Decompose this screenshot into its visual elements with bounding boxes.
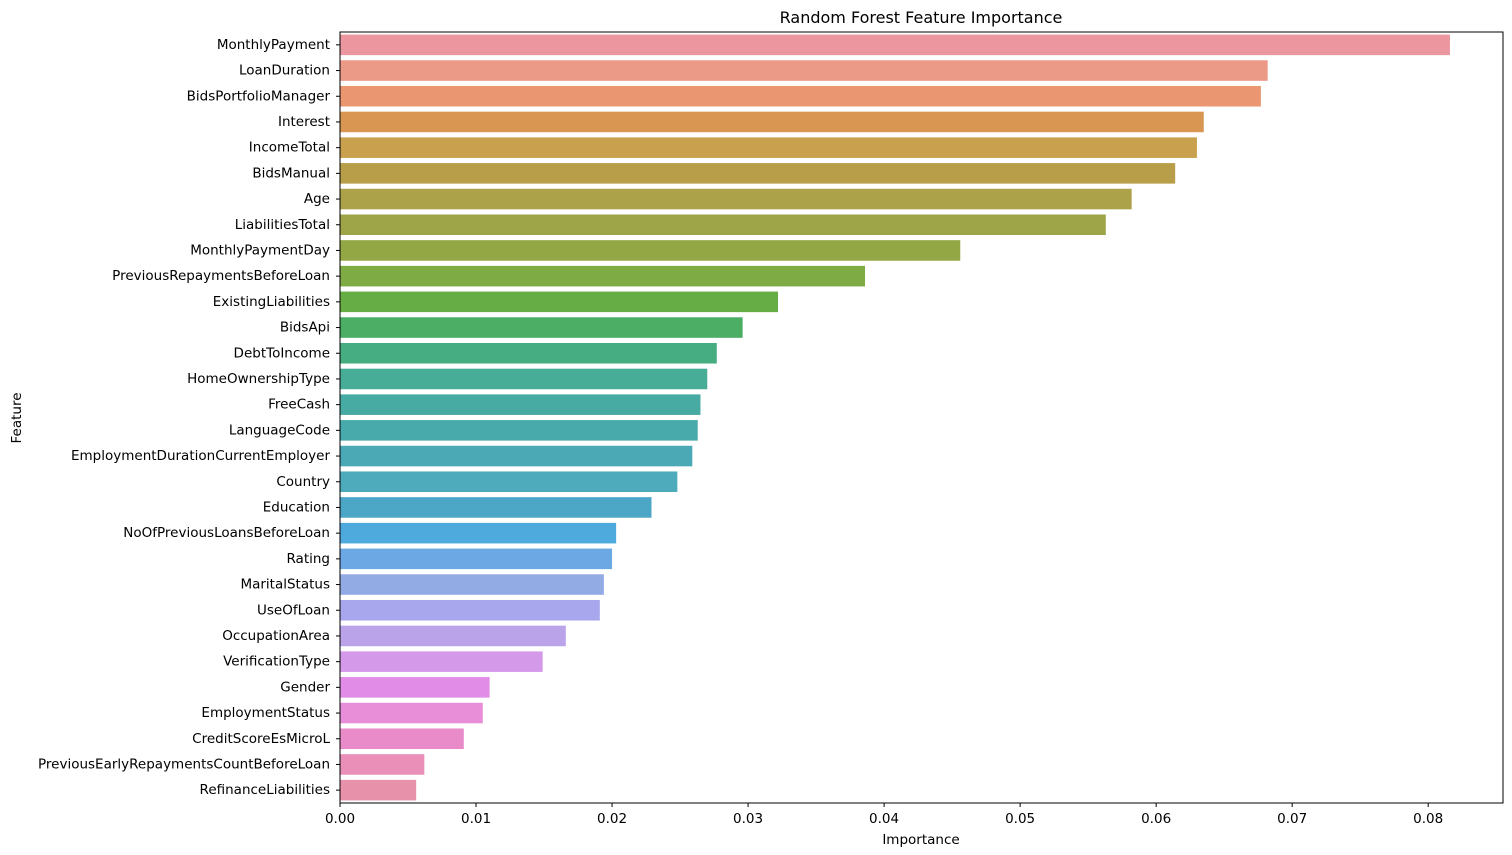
y-tick-label: PreviousEarlyRepaymentsCountBeforeLoan: [38, 756, 330, 772]
bar-PreviousEarlyRepaymentsCountBeforeLoan: [340, 754, 425, 775]
y-tick-label: BidsManual: [252, 165, 330, 181]
bar-IncomeTotal: [340, 137, 1197, 158]
x-tick-label: 0.04: [869, 811, 899, 827]
y-tick-label: LoanDuration: [239, 63, 330, 79]
y-tick-label: DebtToIncome: [234, 345, 330, 361]
bar-CreditScoreEsMicroL: [340, 728, 464, 750]
bar-EmploymentDurationCurrentEmployer: [340, 445, 693, 467]
bar-ExistingLiabilities: [340, 291, 778, 313]
x-axis-ticks: 0.00 0.01 0.02 0.03 0.04 0.05 0.06 0.07 0.08: [325, 803, 1443, 827]
y-tick-label: UseOfLoan: [257, 602, 330, 618]
bar-Education: [340, 497, 652, 518]
y-axis-label: Feature: [9, 392, 25, 443]
plot-frame: [339, 31, 1504, 804]
y-tick-label: FreeCash: [268, 397, 330, 413]
y-tick-label: IncomeTotal: [249, 140, 330, 156]
bar-Gender: [340, 677, 490, 698]
bar-Interest: [340, 111, 1204, 133]
bars-group: [340, 34, 1450, 801]
bar-BidsApi: [340, 317, 743, 338]
x-axis-label: Importance: [882, 832, 959, 848]
bar-Country: [340, 471, 678, 493]
y-tick-label: RefinanceLiabilities: [200, 782, 330, 798]
y-axis-ticks: MonthlyPayment LoanDuration BidsPortfolioM…: [38, 37, 340, 798]
y-tick-label: Rating: [286, 551, 330, 567]
x-tick-label: 0.02: [597, 811, 627, 827]
bar-MaritalStatus: [340, 574, 604, 595]
y-tick-label: BidsPortfolioManager: [187, 88, 331, 104]
y-tick-label: CreditScoreEsMicroL: [192, 731, 330, 747]
bar-EmploymentStatus: [340, 702, 483, 724]
bar-LanguageCode: [340, 420, 698, 441]
bar-OccupationArea: [340, 625, 566, 647]
y-tick-label: MonthlyPayment: [217, 37, 330, 53]
bar-LiabilitiesTotal: [340, 214, 1106, 236]
y-tick-label: Interest: [278, 114, 330, 130]
y-tick-label: Education: [263, 499, 330, 515]
y-tick-label: NoOfPreviousLoansBeforeLoan: [123, 525, 330, 541]
bar-BidsPortfolioManager: [340, 85, 1261, 107]
bar-Rating: [340, 548, 613, 570]
bar-RefinanceLiabilities: [340, 779, 417, 801]
y-tick-label: BidsApi: [280, 320, 330, 336]
y-tick-label: LiabilitiesTotal: [235, 217, 330, 233]
y-tick-label: PreviousRepaymentsBeforeLoan: [112, 268, 330, 284]
x-tick-label: 0.05: [1005, 811, 1035, 827]
y-tick-label: ExistingLiabilities: [213, 294, 330, 310]
y-tick-label: OccupationArea: [222, 628, 330, 644]
bar-Age: [340, 188, 1132, 210]
y-tick-label: MonthlyPaymentDay: [190, 242, 330, 258]
bar-VerificationType: [340, 651, 543, 672]
bar-MonthlyPaymentDay: [340, 240, 961, 261]
bar-BidsManual: [340, 163, 1176, 184]
bar-FreeCash: [340, 394, 701, 415]
bar-LoanDuration: [340, 60, 1268, 81]
chart-title: Random Forest Feature Importance: [780, 8, 1063, 27]
y-tick-label: Country: [276, 474, 330, 490]
y-tick-label: MaritalStatus: [240, 577, 330, 593]
bar-MonthlyPayment: [340, 34, 1450, 56]
y-tick-label: Gender: [280, 679, 330, 695]
bar-HomeOwnershipType: [340, 368, 708, 390]
x-tick-label: 0.03: [733, 811, 763, 827]
y-tick-label: Age: [304, 191, 330, 207]
y-tick-label: VerificationType: [223, 654, 330, 670]
x-tick-label: 0.01: [461, 811, 491, 827]
y-tick-label: EmploymentStatus: [201, 705, 330, 721]
x-tick-label: 0.08: [1413, 811, 1443, 827]
bar-NoOfPreviousLoansBeforeLoan: [340, 522, 617, 544]
x-tick-label: 0.07: [1277, 811, 1307, 827]
x-tick-label: 0.00: [325, 811, 355, 827]
bar-PreviousRepaymentsBeforeLoan: [340, 265, 866, 287]
bar-DebtToIncome: [340, 342, 717, 364]
bar-UseOfLoan: [340, 599, 600, 621]
y-tick-label: LanguageCode: [229, 422, 330, 438]
x-tick-label: 0.06: [1141, 811, 1171, 827]
y-tick-label: HomeOwnershipType: [187, 371, 330, 387]
y-tick-label: EmploymentDurationCurrentEmployer: [71, 448, 330, 464]
